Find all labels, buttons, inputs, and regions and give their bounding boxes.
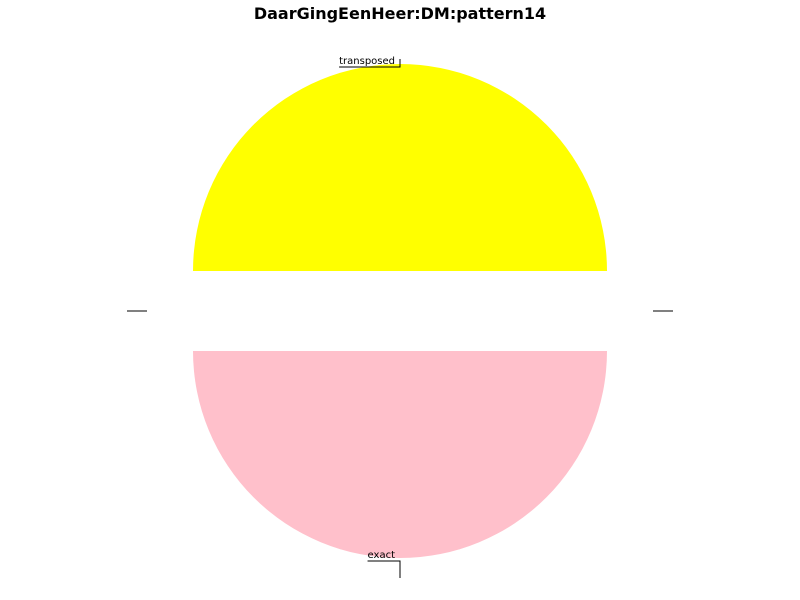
slice-label-exact: exact [368, 550, 396, 561]
pie-slice-transposed [193, 64, 607, 271]
pie-slice-exact [193, 351, 607, 558]
leader-line [339, 59, 401, 68]
slice-label-transposed: transposed [339, 56, 395, 67]
leader-line [367, 560, 401, 578]
pie-labels: transposed exact [127, 56, 673, 578]
chart-title: DaarGingEenHeer:DM:pattern14 [254, 4, 546, 23]
pie-slices [193, 64, 607, 558]
